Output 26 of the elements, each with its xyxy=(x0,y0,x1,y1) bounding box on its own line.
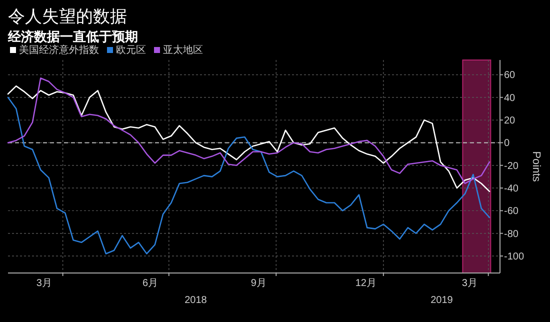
legend-item: 美国经济意外指数 xyxy=(10,45,99,56)
x-tick-label: 3月 xyxy=(462,278,478,289)
legend-label: 亚太地区 xyxy=(163,44,203,56)
y-tick-label: -40 xyxy=(504,184,519,195)
y-tick-label: -20 xyxy=(504,160,519,172)
y-tick-label: -60 xyxy=(504,206,519,218)
chart-title: 令人失望的数据 xyxy=(8,7,127,26)
x-tick-label: 6月 xyxy=(142,278,158,289)
line-series xyxy=(7,96,490,254)
y-tick-label: -100 xyxy=(504,252,524,263)
y-tick-label: -80 xyxy=(504,228,519,240)
x-tick-label: 9月 xyxy=(250,278,266,289)
y-tick-label: 40 xyxy=(504,92,516,104)
y-tick-label: 60 xyxy=(504,70,516,82)
legend-label: 美国经济意外指数 xyxy=(19,44,99,56)
legend-item: 亚太地区 xyxy=(154,45,203,56)
y-tick-label: 0 xyxy=(504,138,510,150)
chart-subtitle: 经济数据一直低于预期 xyxy=(7,29,138,44)
legend-label: 欧元区 xyxy=(116,45,146,56)
x-tick-label: 3月 xyxy=(36,278,52,289)
y-tick-label: 20 xyxy=(504,116,516,127)
y-axis-title: Points xyxy=(530,151,542,182)
legend-item: 欧元区 xyxy=(107,45,146,56)
x-tick-label: 12月 xyxy=(355,278,376,289)
text: 2018 xyxy=(184,295,208,306)
text: 2019 xyxy=(430,295,454,306)
